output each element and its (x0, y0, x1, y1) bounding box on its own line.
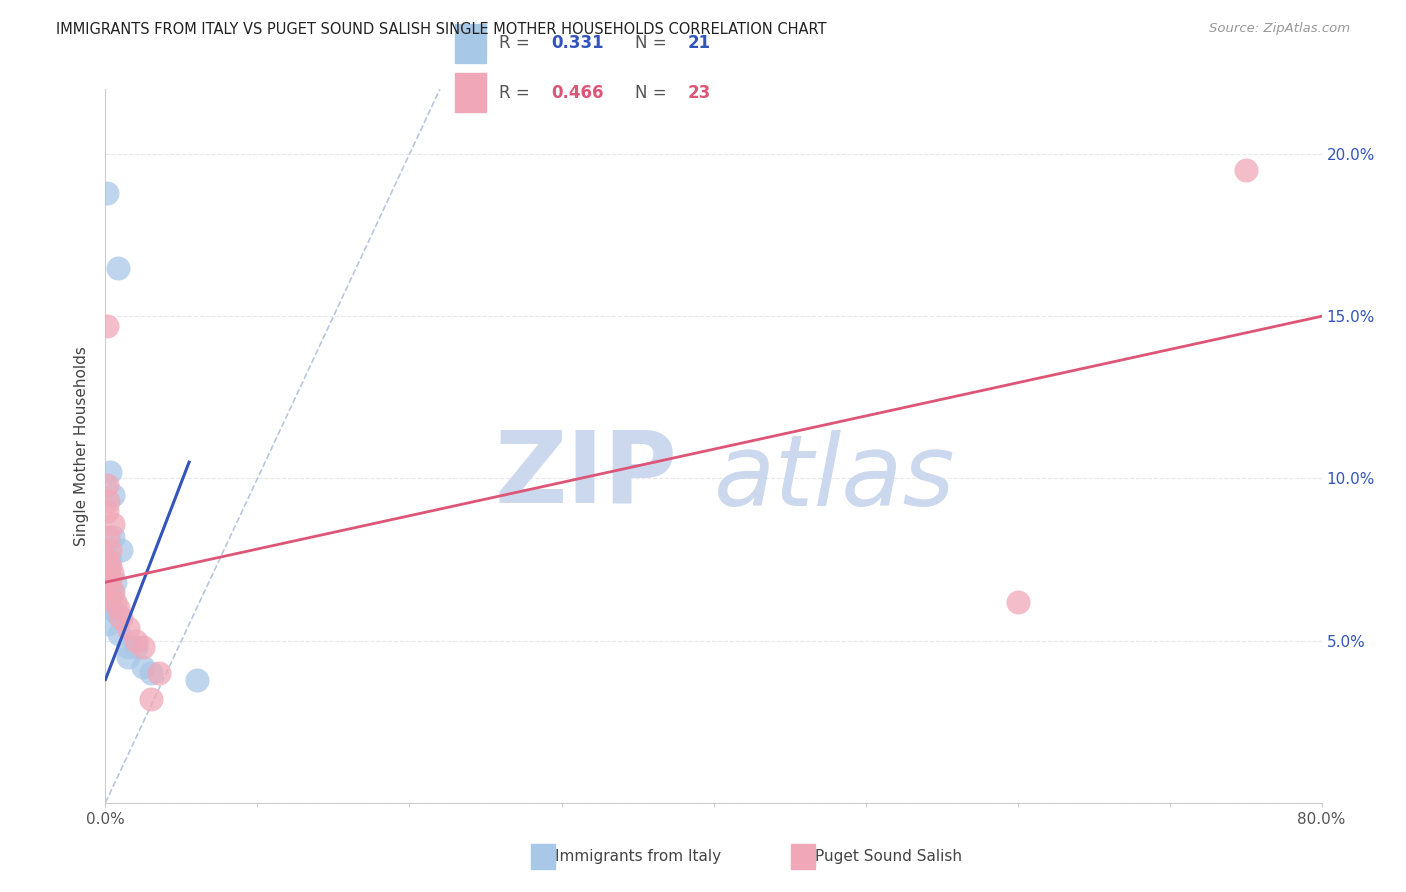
Point (139, 666, 162, 681)
Point (117, 621, 139, 635)
Text: Source: ZipAtlas.com: Source: ZipAtlas.com (1209, 22, 1350, 36)
Point (186, 673, 208, 687)
Text: 23: 23 (688, 84, 710, 102)
Point (148, 666, 170, 681)
Point (96, 504, 118, 518)
Text: Puget Sound Salish: Puget Sound Salish (815, 849, 963, 863)
Y-axis label: Single Mother Households: Single Mother Households (75, 346, 90, 546)
Point (132, 659, 155, 673)
Text: 0.466: 0.466 (551, 84, 603, 102)
Point (97, 562, 120, 576)
Point (103, 575, 125, 590)
Text: ZIP: ZIP (494, 426, 678, 523)
Point (110, 542, 132, 557)
Point (117, 640, 139, 654)
Text: IMMIGRANTS FROM ITALY VS PUGET SOUND SALISH SINGLE MOTHER HOUSEHOLDS CORRELATION: IMMIGRANTS FROM ITALY VS PUGET SOUND SAL… (56, 22, 827, 37)
Point (98, 572, 121, 586)
Point (96, 186, 118, 200)
Point (132, 640, 155, 654)
Text: R =: R = (499, 84, 534, 102)
FancyBboxPatch shape (456, 24, 486, 63)
Text: N =: N = (634, 35, 672, 53)
Point (110, 611, 132, 625)
Point (1007, 595, 1029, 609)
Point (1234, 163, 1257, 178)
Point (107, 260, 129, 275)
Point (96, 595, 118, 609)
Point (101, 488, 124, 502)
Point (96, 478, 118, 492)
Point (100, 566, 122, 580)
FancyBboxPatch shape (456, 73, 486, 112)
Point (97, 494, 120, 508)
Text: 21: 21 (688, 35, 710, 53)
Point (139, 692, 162, 706)
Point (107, 607, 129, 622)
Point (117, 649, 139, 664)
Point (97, 578, 120, 592)
Point (107, 601, 129, 615)
Point (96, 552, 118, 566)
Text: atlas: atlas (713, 430, 955, 526)
Point (98, 542, 121, 557)
Point (97, 617, 120, 632)
Point (98, 559, 121, 574)
Point (98, 552, 121, 566)
Point (125, 640, 148, 654)
Point (98, 465, 121, 479)
Text: N =: N = (634, 84, 672, 102)
Text: R =: R = (499, 35, 534, 53)
Point (96, 318, 118, 333)
Point (108, 627, 131, 641)
Text: 0.331: 0.331 (551, 35, 603, 53)
Point (101, 530, 124, 544)
Text: Immigrants from Italy: Immigrants from Italy (555, 849, 721, 863)
Point (101, 516, 124, 531)
Point (103, 595, 125, 609)
Point (125, 633, 148, 648)
Point (97, 530, 120, 544)
Point (98, 601, 121, 615)
Point (100, 585, 122, 599)
Point (101, 585, 124, 599)
